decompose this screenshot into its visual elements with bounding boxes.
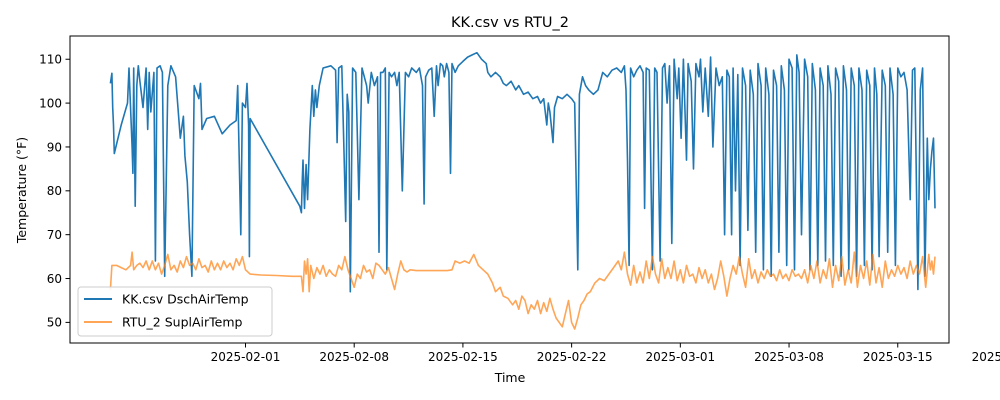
x-tick-label-2: 2025-02-15 [428, 350, 498, 364]
legend-label-suplairtemp: RTU_2 SuplAirTemp [122, 315, 243, 330]
x-tick-label-7: 2025-03-22 [972, 350, 1000, 364]
y-tick-label-3: 80 [47, 184, 62, 198]
y-tick-label-6: 110 [39, 53, 62, 67]
x-tick-label-0: 2025-02-01 [211, 350, 281, 364]
plot-area [69, 35, 950, 344]
series-layer [109, 51, 936, 330]
x-tick-label-4: 2025-03-01 [645, 350, 715, 364]
legend-box [77, 286, 273, 337]
y-tick-label-1: 60 [47, 272, 62, 286]
series-line-suplairtemp [109, 251, 936, 330]
series-line-dschairtemp [109, 51, 936, 293]
y-axis: 50 60 70 80 90 100 110 [39, 53, 70, 330]
legend: KK.csv DschAirTemp RTU_2 SuplAirTemp [77, 286, 273, 337]
y-axis-label: Temperature (°F) [14, 137, 29, 244]
x-tick-label-6: 2025-03-15 [863, 350, 933, 364]
y-tick-label-0: 50 [47, 316, 62, 330]
y-tick-label-5: 100 [39, 96, 62, 110]
x-axis: 2025-02-01 2025-02-08 2025-02-15 2025-02-22… [211, 343, 1000, 364]
plot-frame [69, 35, 950, 344]
x-tick-label-1: 2025-02-08 [319, 350, 389, 364]
x-axis-label: Time [494, 370, 526, 385]
x-tick-label-3: 2025-02-22 [537, 350, 607, 364]
y-tick-label-2: 70 [47, 228, 62, 242]
y-tick-label-4: 90 [47, 140, 62, 154]
x-tick-label-5: 2025-03-08 [754, 350, 824, 364]
legend-label-dschairtemp: KK.csv DschAirTemp [122, 292, 249, 307]
chart-title: KK.csv vs RTU_2 [451, 15, 569, 31]
